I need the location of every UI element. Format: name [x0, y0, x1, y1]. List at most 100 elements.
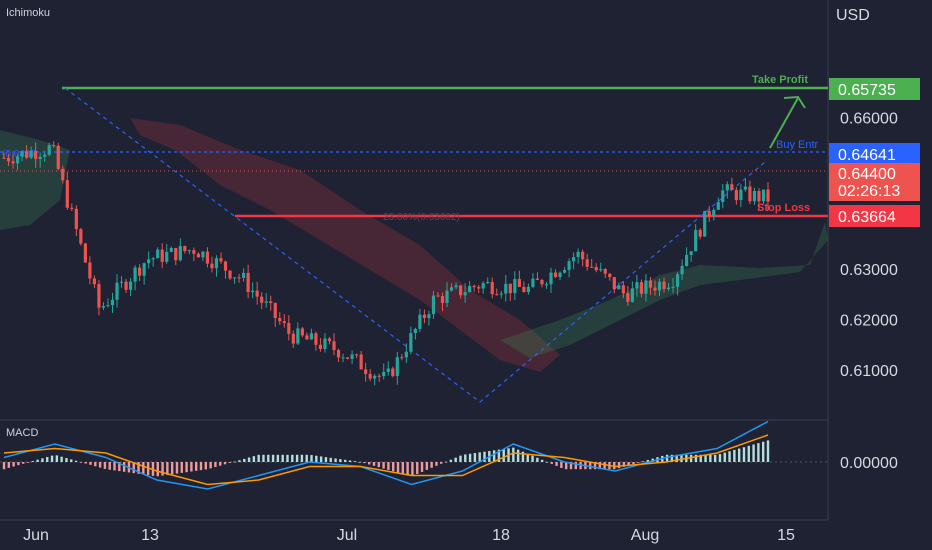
- candle-body: [228, 270, 232, 279]
- macd-histogram-bar: [262, 454, 265, 462]
- buy-entry-value: 0.64641: [838, 147, 896, 164]
- candle-body: [585, 259, 589, 267]
- macd-histogram-bar: [694, 454, 698, 462]
- macd-histogram-bar: [175, 462, 179, 474]
- macd-histogram-bar: [358, 461, 361, 463]
- macd-histogram-bar: [60, 456, 63, 462]
- candle-body: [187, 250, 191, 252]
- candle-body: [712, 209, 716, 217]
- candle-body: [644, 280, 648, 294]
- macd-histogram-bar: [526, 453, 529, 462]
- macd-histogram-bar: [281, 454, 284, 462]
- candle-body: [513, 278, 517, 294]
- candle-body: [694, 229, 698, 252]
- candle-body: [219, 258, 223, 262]
- macd-histogram-bar: [122, 462, 126, 472]
- candle-body: [205, 251, 210, 264]
- fib-level-label: 23.60%(0.63662): [383, 212, 460, 223]
- macd-histogram-bar: [377, 462, 380, 468]
- candle-body: [612, 277, 616, 290]
- macd-histogram-bar: [560, 462, 563, 468]
- candle-body: [395, 357, 399, 377]
- candle-body: [291, 333, 295, 344]
- macd-histogram-bar: [267, 454, 270, 462]
- candle-body: [255, 290, 259, 297]
- candle-body: [685, 254, 689, 267]
- candle-body: [594, 266, 598, 271]
- candle-body: [2, 157, 6, 159]
- macd-histogram-bar: [483, 451, 486, 462]
- countdown-value: 02:26:13: [838, 183, 900, 200]
- candle-body: [214, 258, 219, 269]
- candle-body: [128, 281, 133, 290]
- candle-body: [56, 145, 60, 169]
- candle-body: [373, 375, 377, 379]
- candle-body: [147, 259, 151, 264]
- macd-histogram-bar: [392, 462, 395, 472]
- macd-histogram-bar: [502, 448, 505, 462]
- candle-body: [327, 338, 332, 342]
- candle-body: [675, 274, 680, 287]
- candle-body: [504, 283, 508, 294]
- macd-histogram-bar: [454, 457, 457, 462]
- macd-histogram-bar: [406, 462, 409, 476]
- candle-body: [323, 338, 327, 349]
- candle-body: [698, 229, 702, 237]
- macd-histogram-bar: [98, 462, 102, 468]
- macd-histogram-bar: [108, 462, 111, 470]
- macd-histogram-bar: [598, 462, 602, 470]
- candle-body: [436, 295, 440, 297]
- candle-body: [341, 357, 345, 359]
- macd-histogram-bar: [464, 454, 467, 462]
- candle-body: [287, 323, 291, 334]
- candle-body: [635, 282, 639, 289]
- macd-histogram-bar: [339, 459, 342, 462]
- candle-body: [178, 246, 182, 261]
- candle-body: [296, 328, 300, 344]
- macd-histogram-bar: [305, 454, 308, 462]
- candle-body: [151, 258, 155, 260]
- candle-body: [25, 151, 29, 158]
- candle-body: [74, 208, 78, 230]
- candle-body: [382, 371, 386, 377]
- macd-histogram-bar: [449, 459, 453, 462]
- macd-histogram-bar: [492, 450, 496, 462]
- macd-histogram-bar: [166, 462, 169, 475]
- macd-histogram-bar: [468, 453, 472, 462]
- buy-entry-badge: [829, 143, 920, 165]
- macd-histogram-bar: [41, 458, 44, 462]
- candle-body: [246, 272, 250, 293]
- x-tick-label: 13: [141, 527, 159, 544]
- candle-body: [70, 207, 74, 209]
- macd-histogram-bar: [132, 462, 135, 474]
- macd-histogram-bar: [766, 440, 770, 462]
- macd-histogram-bar: [113, 462, 116, 471]
- macd-histogram-bar: [137, 462, 140, 474]
- macd-zero-value: 0.00000: [840, 455, 898, 472]
- candle-body: [757, 190, 761, 202]
- macd-histogram-bar: [516, 449, 520, 462]
- candle-body: [34, 150, 38, 160]
- macd-histogram-bar: [195, 462, 198, 471]
- candle-body: [355, 354, 359, 356]
- candle-body: [576, 251, 580, 258]
- macd-label: MACD: [6, 427, 38, 439]
- macd-histogram-bar: [84, 462, 87, 464]
- macd-histogram-bar: [459, 455, 462, 462]
- macd-histogram-bar: [190, 462, 193, 472]
- candle-body: [445, 290, 449, 303]
- x-tick-label: Jul: [337, 527, 357, 544]
- macd-histogram-bar: [372, 462, 376, 466]
- macd-histogram-bar: [550, 462, 553, 464]
- candle-body: [133, 267, 137, 282]
- macd-histogram-bar: [291, 454, 294, 462]
- candle-body: [314, 333, 318, 345]
- macd-histogram-bar: [641, 461, 645, 463]
- candle-body: [531, 278, 535, 287]
- candle-body: [210, 263, 214, 269]
- macd-histogram-bar: [473, 453, 477, 462]
- candle-body: [83, 243, 87, 263]
- candle-body: [11, 161, 15, 164]
- y-tick-label: 0.63000: [840, 262, 898, 279]
